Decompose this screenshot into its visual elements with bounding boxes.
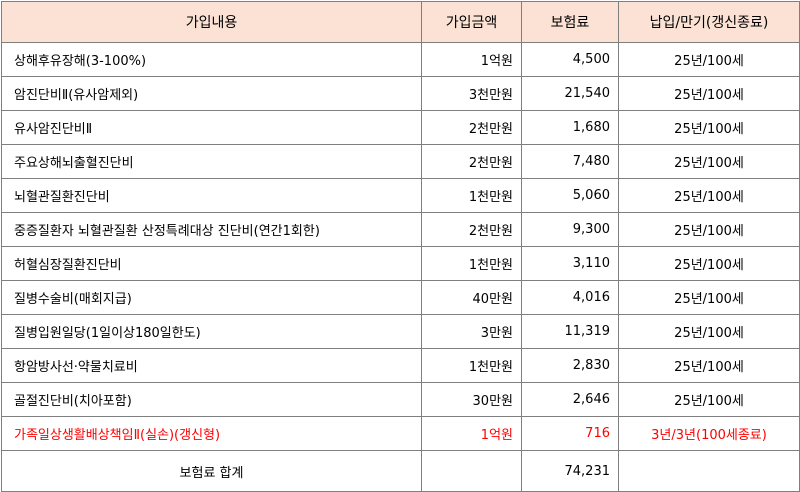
coverage-period: 25년/100세 [618, 246, 800, 281]
coverage-period: 25년/100세 [618, 382, 800, 417]
coverage-amount: 2천만원 [421, 212, 522, 247]
coverage-amount: 1천만원 [421, 178, 522, 213]
table-header-row: 가입내용 가입금액 보험료 납입/만기(갱신종료) [1, 1, 800, 43]
coverage-period: 25년/100세 [618, 280, 800, 315]
coverage-amount: 40만원 [421, 280, 522, 315]
coverage-period: 3년/3년(100세종료) [618, 416, 800, 451]
coverage-amount: 30만원 [421, 382, 522, 417]
total-amount-empty [421, 450, 522, 492]
coverage-amount: 3만원 [421, 314, 522, 349]
coverage-period: 25년/100세 [618, 314, 800, 349]
coverage-premium: 11,319 [521, 314, 619, 349]
coverage-period: 25년/100세 [618, 178, 800, 213]
coverage-premium: 2,830 [521, 348, 619, 383]
header-amount: 가입금액 [421, 1, 522, 43]
coverage-premium: 21,540 [521, 76, 619, 111]
coverage-premium: 2,646 [521, 382, 619, 417]
coverage-name: 질병수술비(매회지급) [1, 280, 422, 315]
coverage-period: 25년/100세 [618, 42, 800, 77]
coverage-name: 질병입원일당(1일이상180일한도) [1, 314, 422, 349]
coverage-premium: 9,300 [521, 212, 619, 247]
coverage-name: 골절진단비(치아포함) [1, 382, 422, 417]
coverage-premium: 1,680 [521, 110, 619, 145]
coverage-period: 25년/100세 [618, 212, 800, 247]
table-row: 상해후유장해(3-100%) 1억원 4,500 25년/100세 [1, 42, 800, 77]
coverage-name: 암진단비Ⅱ(유사암제외) [1, 76, 422, 111]
coverage-name: 상해후유장해(3-100%) [1, 42, 422, 77]
total-label: 보험료 합계 [1, 450, 422, 492]
coverage-name: 유사암진단비Ⅱ [1, 110, 422, 145]
table-row-renewable: 가족일상생활배상책임Ⅱ(실손)(갱신형) 1억원 716 3년/3년(100세종… [1, 416, 800, 451]
coverage-amount: 1천만원 [421, 348, 522, 383]
table-row: 질병수술비(매회지급) 40만원 4,016 25년/100세 [1, 280, 800, 315]
total-premium: 74,231 [521, 450, 619, 492]
coverage-premium: 716 [521, 416, 619, 451]
table-row: 뇌혈관질환진단비 1천만원 5,060 25년/100세 [1, 178, 800, 213]
table-row: 항암방사선·약물치료비 1천만원 2,830 25년/100세 [1, 348, 800, 383]
table-row: 주요상해뇌출혈진단비 2천만원 7,480 25년/100세 [1, 144, 800, 179]
coverage-amount: 3천만원 [421, 76, 522, 111]
coverage-premium: 7,480 [521, 144, 619, 179]
coverage-amount: 1천만원 [421, 246, 522, 281]
coverage-premium: 4,500 [521, 42, 619, 77]
total-row: 보험료 합계 74,231 [1, 450, 800, 492]
coverage-name: 가족일상생활배상책임Ⅱ(실손)(갱신형) [1, 416, 422, 451]
coverage-name: 중증질환자 뇌혈관질환 산정특례대상 진단비(연간1회한) [1, 212, 422, 247]
coverage-premium: 5,060 [521, 178, 619, 213]
coverage-name: 항암방사선·약물치료비 [1, 348, 422, 383]
table-row: 유사암진단비Ⅱ 2천만원 1,680 25년/100세 [1, 110, 800, 145]
coverage-amount: 1억원 [421, 42, 522, 77]
coverage-name: 뇌혈관질환진단비 [1, 178, 422, 213]
coverage-name: 허혈심장질환진단비 [1, 246, 422, 281]
coverage-amount: 2천만원 [421, 110, 522, 145]
header-content: 가입내용 [1, 1, 422, 43]
table-row: 암진단비Ⅱ(유사암제외) 3천만원 21,540 25년/100세 [1, 76, 800, 111]
coverage-amount: 1억원 [421, 416, 522, 451]
coverage-amount: 2천만원 [421, 144, 522, 179]
coverage-name: 주요상해뇌출혈진단비 [1, 144, 422, 179]
header-premium: 보험료 [521, 1, 619, 43]
coverage-period: 25년/100세 [618, 144, 800, 179]
total-period-empty [618, 450, 800, 492]
table-row: 허혈심장질환진단비 1천만원 3,110 25년/100세 [1, 246, 800, 281]
coverage-period: 25년/100세 [618, 76, 800, 111]
header-period: 납입/만기(갱신종료) [618, 1, 800, 43]
table-row: 중증질환자 뇌혈관질환 산정특례대상 진단비(연간1회한) 2천만원 9,300… [1, 212, 800, 247]
coverage-period: 25년/100세 [618, 110, 800, 145]
coverage-premium: 3,110 [521, 246, 619, 281]
coverage-premium: 4,016 [521, 280, 619, 315]
table-row: 골절진단비(치아포함) 30만원 2,646 25년/100세 [1, 382, 800, 417]
table-row: 질병입원일당(1일이상180일한도) 3만원 11,319 25년/100세 [1, 314, 800, 349]
coverage-period: 25년/100세 [618, 348, 800, 383]
